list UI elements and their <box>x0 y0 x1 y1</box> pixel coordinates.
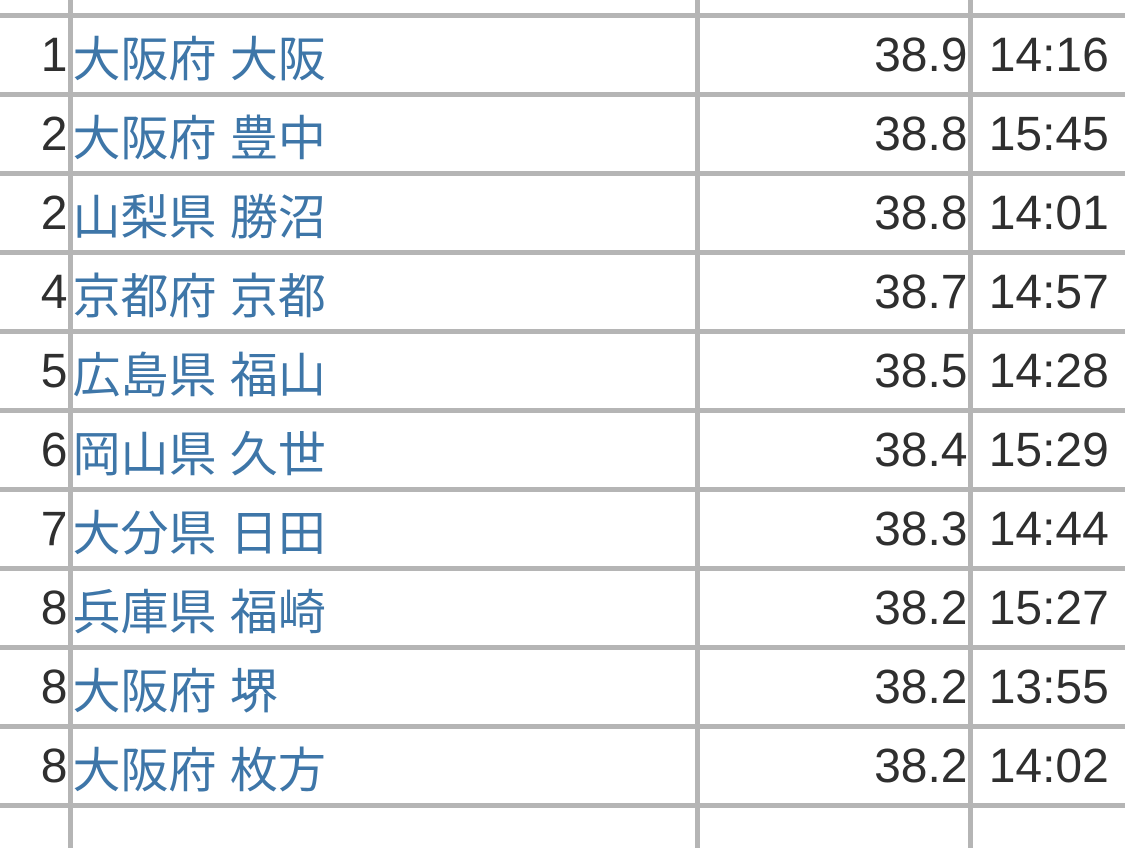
rank-cell: 2 <box>0 174 70 253</box>
time-cell: 14:02 <box>970 727 1125 806</box>
temperature-cell: 38.3 <box>697 490 970 569</box>
location-cell: 大阪府 豊中 <box>70 95 697 174</box>
location-cell: 大分県 日田 <box>70 490 697 569</box>
location-cell: 大阪府 枚方 <box>70 727 697 806</box>
time-cell: 14:28 <box>970 332 1125 411</box>
location-link[interactable]: 大阪府 豊中 <box>73 113 326 166</box>
rank-cell: 8 <box>0 727 70 806</box>
table-row: 8 兵庫県 福崎 38.2 15:27 <box>0 569 1125 648</box>
location-link[interactable]: 大阪府 堺 <box>73 666 278 719</box>
table-row: 5 広島県 福山 38.5 14:28 <box>0 332 1125 411</box>
table-row: 4 京都府 京都 38.7 14:57 <box>0 253 1125 332</box>
table-row: 7 大分県 日田 38.3 14:44 <box>0 490 1125 569</box>
time-cell: 14:16 <box>970 16 1125 95</box>
location-cell: 山梨県 勝沼 <box>70 174 697 253</box>
location-cell <box>70 806 697 848</box>
location-cell <box>70 0 697 16</box>
rank-cell: 8 <box>0 569 70 648</box>
location-link[interactable]: 大阪府 枚方 <box>73 745 326 798</box>
time-cell <box>970 0 1125 16</box>
rank-cell: 2 <box>0 95 70 174</box>
rank-cell: 7 <box>0 490 70 569</box>
time-cell: 14:44 <box>970 490 1125 569</box>
temperature-cell: 38.8 <box>697 174 970 253</box>
table-row-partial-top <box>0 0 1125 16</box>
temperature-cell: 38.7 <box>697 253 970 332</box>
rank-cell: 1 <box>0 16 70 95</box>
temperature-cell <box>697 806 970 848</box>
temperature-cell: 38.9 <box>697 16 970 95</box>
location-link[interactable]: 岡山県 久世 <box>73 429 326 482</box>
time-cell: 14:57 <box>970 253 1125 332</box>
temperature-cell: 38.2 <box>697 648 970 727</box>
time-cell: 15:29 <box>970 411 1125 490</box>
location-link[interactable]: 山梨県 勝沼 <box>73 192 326 245</box>
location-cell: 兵庫県 福崎 <box>70 569 697 648</box>
time-cell <box>970 806 1125 848</box>
time-cell: 15:27 <box>970 569 1125 648</box>
table-row-partial-bottom <box>0 806 1125 848</box>
temperature-cell: 38.4 <box>697 411 970 490</box>
table-row: 6 岡山県 久世 38.4 15:29 <box>0 411 1125 490</box>
temperature-cell: 38.2 <box>697 569 970 648</box>
temperature-ranking-page: { "theme": { "border_color": "#b5b5b5", … <box>0 0 1125 825</box>
time-cell: 13:55 <box>970 648 1125 727</box>
temperature-cell <box>697 0 970 16</box>
table-row: 1 大阪府 大阪 38.9 14:16 <box>0 16 1125 95</box>
rank-cell: 5 <box>0 332 70 411</box>
rank-cell <box>0 806 70 848</box>
table-row: 2 大阪府 豊中 38.8 15:45 <box>0 95 1125 174</box>
table-row: 8 大阪府 枚方 38.2 14:02 <box>0 727 1125 806</box>
location-link[interactable]: 大阪府 大阪 <box>73 34 326 87</box>
temperature-cell: 38.2 <box>697 727 970 806</box>
location-link[interactable]: 広島県 福山 <box>73 350 326 403</box>
location-link[interactable]: 兵庫県 福崎 <box>73 587 326 640</box>
rank-cell: 8 <box>0 648 70 727</box>
rank-cell <box>0 0 70 16</box>
location-cell: 広島県 福山 <box>70 332 697 411</box>
time-cell: 14:01 <box>970 174 1125 253</box>
location-cell: 京都府 京都 <box>70 253 697 332</box>
time-cell: 15:45 <box>970 95 1125 174</box>
location-cell: 大阪府 堺 <box>70 648 697 727</box>
location-cell: 岡山県 久世 <box>70 411 697 490</box>
temperature-cell: 38.5 <box>697 332 970 411</box>
location-cell: 大阪府 大阪 <box>70 16 697 95</box>
location-link[interactable]: 京都府 京都 <box>73 271 326 324</box>
table-row: 8 大阪府 堺 38.2 13:55 <box>0 648 1125 727</box>
rank-cell: 6 <box>0 411 70 490</box>
table-row: 2 山梨県 勝沼 38.8 14:01 <box>0 174 1125 253</box>
rank-cell: 4 <box>0 253 70 332</box>
temperature-cell: 38.8 <box>697 95 970 174</box>
location-link[interactable]: 大分県 日田 <box>73 508 326 561</box>
